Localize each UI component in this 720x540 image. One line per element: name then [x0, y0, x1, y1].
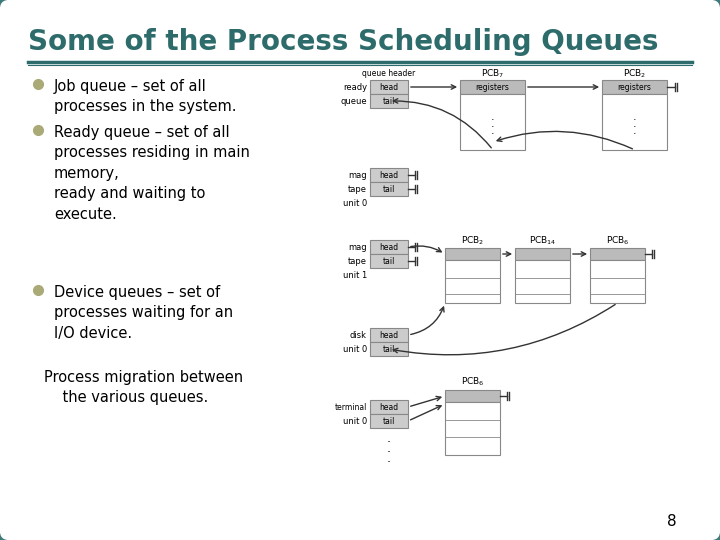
Text: tail: tail	[383, 416, 395, 426]
Text: queue: queue	[341, 97, 367, 105]
Bar	[370, 254, 408, 268]
Bar	[370, 400, 408, 414]
Text: Device queues – set of
processes waiting for an
I/O device.: Device queues – set of processes waiting…	[54, 285, 233, 341]
Text: PCB$_7$: PCB$_7$	[481, 68, 505, 80]
Text: head: head	[379, 242, 399, 252]
Text: .: .	[387, 431, 391, 444]
Text: Process migration between
    the various queues.: Process migration between the various qu…	[44, 370, 243, 406]
Text: tail: tail	[383, 97, 395, 105]
Text: mag: mag	[348, 171, 367, 179]
Text: .: .	[491, 119, 495, 129]
Text: terminal: terminal	[335, 402, 367, 411]
Text: .: .	[633, 126, 636, 136]
Bar	[370, 182, 408, 196]
Text: Some of the Process Scheduling Queues: Some of the Process Scheduling Queues	[28, 28, 659, 56]
Text: head: head	[379, 171, 399, 179]
Bar	[445, 402, 500, 455]
Text: Job queue – set of all
processes in the system.: Job queue – set of all processes in the …	[54, 79, 236, 114]
Text: Ready queue – set of all
processes residing in main
memory,
ready and waiting to: Ready queue – set of all processes resid…	[54, 125, 250, 221]
Text: PCB$_6$: PCB$_6$	[461, 376, 485, 388]
Bar	[590, 260, 645, 303]
Text: tape: tape	[348, 185, 367, 193]
Bar	[370, 342, 408, 356]
Text: .: .	[491, 112, 495, 122]
Bar	[602, 94, 667, 150]
Bar	[460, 94, 525, 150]
Text: .: .	[387, 451, 391, 464]
Text: mag: mag	[348, 242, 367, 252]
Text: unit 1: unit 1	[343, 271, 367, 280]
Text: PCB$_6$: PCB$_6$	[606, 235, 629, 247]
Bar	[515, 248, 570, 260]
Text: tail: tail	[383, 256, 395, 266]
Text: unit 0: unit 0	[343, 345, 367, 354]
Text: unit 0: unit 0	[343, 416, 367, 426]
Text: head: head	[379, 83, 399, 91]
Text: tail: tail	[383, 185, 395, 193]
Text: disk: disk	[350, 330, 367, 340]
Text: .: .	[633, 119, 636, 129]
Bar	[445, 260, 500, 303]
Text: .: .	[633, 112, 636, 122]
Text: PCB$_{14}$: PCB$_{14}$	[528, 235, 557, 247]
Text: tail: tail	[383, 345, 395, 354]
Text: registers: registers	[618, 83, 652, 91]
Bar	[370, 240, 408, 254]
Text: 8: 8	[667, 515, 677, 530]
Bar	[370, 328, 408, 342]
Bar	[370, 168, 408, 182]
Text: registers: registers	[476, 83, 510, 91]
Text: tape: tape	[348, 256, 367, 266]
Bar	[590, 248, 645, 260]
Bar	[602, 80, 667, 94]
Bar	[370, 80, 408, 94]
Text: head: head	[379, 402, 399, 411]
Bar	[515, 260, 570, 303]
Text: queue header: queue header	[362, 70, 415, 78]
Text: .: .	[491, 126, 495, 136]
Text: .: .	[387, 442, 391, 455]
Text: unit 0: unit 0	[343, 199, 367, 207]
Bar	[460, 80, 525, 94]
Bar	[445, 248, 500, 260]
Bar	[370, 414, 408, 428]
Bar	[370, 94, 408, 108]
Text: head: head	[379, 330, 399, 340]
Text: ready: ready	[343, 83, 367, 91]
Bar	[445, 390, 500, 402]
Text: PCB$_2$: PCB$_2$	[624, 68, 647, 80]
Text: PCB$_2$: PCB$_2$	[461, 235, 484, 247]
